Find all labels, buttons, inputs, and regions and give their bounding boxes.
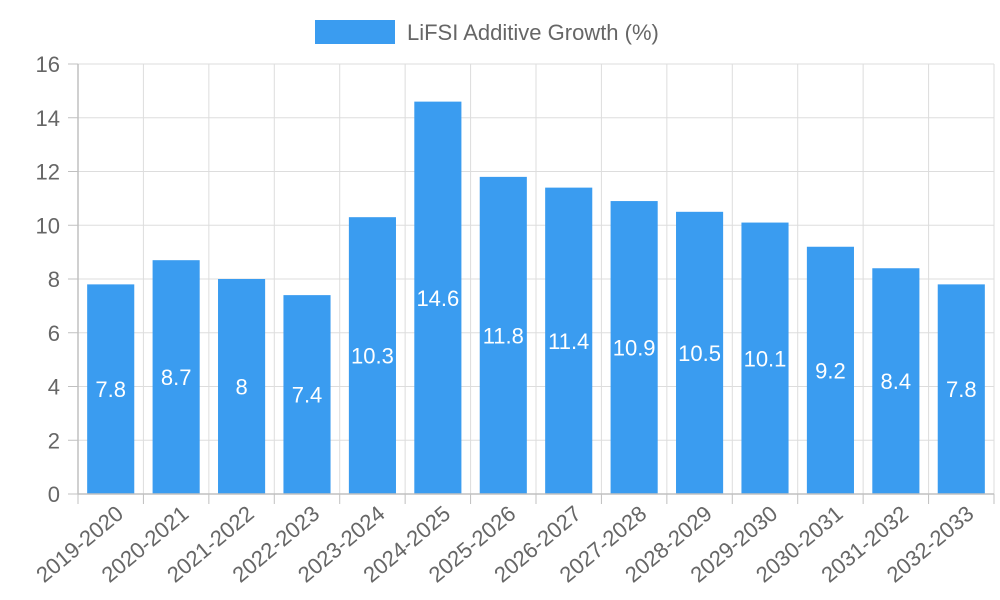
bar[interactable] — [218, 279, 266, 494]
y-tick-label: 10 — [36, 213, 60, 238]
data-label: 7.8 — [946, 377, 977, 402]
grid — [77, 63, 995, 495]
legend-label[interactable]: LiFSI Additive Growth (%) — [407, 20, 659, 45]
bar[interactable] — [676, 211, 724, 494]
bar[interactable] — [872, 268, 920, 494]
data-label: 7.8 — [95, 377, 126, 402]
axes — [68, 63, 995, 504]
bar[interactable] — [87, 284, 135, 494]
bar[interactable] — [283, 295, 331, 494]
bar[interactable] — [741, 222, 789, 494]
y-tick-label: 16 — [36, 52, 60, 77]
data-label: 8.4 — [881, 369, 912, 394]
data-labels: 7.8 8.7 8 7.4 10.3 14.6 11.8 11.4 10.9 10.5 10.1 9.… — [95, 286, 976, 408]
y-tick-label: 6 — [48, 321, 60, 346]
data-label: 11.4 — [548, 329, 589, 354]
y-tick-label: 8 — [48, 267, 60, 292]
data-label: 8.7 — [161, 365, 192, 390]
data-label: 11.8 — [483, 323, 524, 348]
y-tick-label: 14 — [36, 106, 60, 131]
bar[interactable] — [545, 187, 593, 494]
bars — [87, 101, 985, 494]
data-label: 8 — [235, 375, 247, 400]
data-label: 10.3 — [351, 344, 394, 369]
y-tick-label: 12 — [36, 160, 60, 185]
bar[interactable] — [937, 284, 985, 494]
bar[interactable] — [479, 176, 527, 494]
data-label: 14.6 — [416, 286, 459, 311]
bar[interactable] — [348, 217, 396, 494]
bar[interactable] — [152, 260, 200, 494]
y-tick-labels: 0 2 4 6 8 10 12 14 16 — [36, 52, 60, 507]
x-tick-labels: 2019-20202020-20212021-20222022-20232023… — [31, 501, 978, 588]
y-tick-label: 2 — [48, 428, 60, 453]
bar[interactable] — [610, 201, 658, 494]
bar[interactable] — [806, 246, 854, 494]
y-tick-label: 4 — [48, 375, 60, 400]
legend[interactable]: LiFSI Additive Growth (%) — [315, 20, 659, 45]
data-label: 9.2 — [815, 358, 846, 383]
y-tick-label: 0 — [48, 482, 60, 507]
data-label: 7.4 — [292, 383, 323, 408]
data-label: 10.9 — [613, 336, 656, 361]
legend-swatch[interactable] — [315, 20, 395, 44]
data-label: 10.5 — [678, 341, 721, 366]
bar[interactable] — [414, 101, 462, 494]
data-label: 10.1 — [744, 346, 787, 371]
